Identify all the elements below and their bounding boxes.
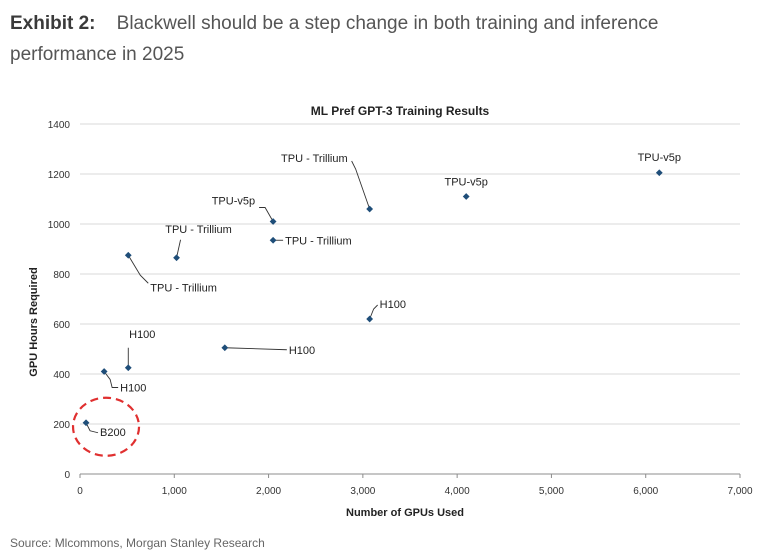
- data-point-label: TPU - Trillium: [165, 224, 232, 236]
- label-leader-line: [351, 160, 371, 210]
- data-point-label: B200: [100, 427, 126, 439]
- highlight-circle: [71, 396, 141, 457]
- y-tick-label: 1400: [48, 120, 71, 131]
- data-point: [124, 251, 132, 259]
- axis-layer: 0 200 400 600 800 1000 1200 1400 0 1,000 2,000 3,00…: [48, 120, 753, 497]
- data-point: [655, 169, 663, 177]
- label-leader-line: [369, 304, 378, 320]
- data-point: [124, 364, 132, 372]
- data-point-label: H100: [380, 299, 406, 311]
- x-axis-label: Number of GPUs Used: [346, 507, 464, 519]
- point-layer: [82, 169, 663, 427]
- data-point: [100, 368, 108, 375]
- label-leader-line: [127, 255, 149, 284]
- x-tick-label: 2,000: [256, 486, 281, 497]
- label-leader-line: [224, 347, 287, 351]
- data-point: [269, 236, 277, 244]
- y-tick-label: 800: [53, 270, 70, 281]
- data-point: [366, 205, 374, 213]
- label-layer: B200 H100 H100 TPU - Trillium TPU - Trillium…: [100, 152, 681, 439]
- y-tick-label: 1200: [48, 170, 71, 181]
- grid-layer: [80, 123, 740, 425]
- label-leader-line: [259, 207, 274, 222]
- x-tick-label: 7,000: [727, 486, 752, 497]
- data-point-label: TPU - Trillium: [285, 235, 352, 247]
- x-tick-label: 5,000: [539, 486, 564, 497]
- source-note: Source: Mlcommons, Morgan Stanley Resear…: [10, 536, 265, 550]
- y-tick-label: 600: [53, 320, 70, 331]
- data-point: [173, 254, 180, 262]
- data-point-label: TPU - Trillium: [150, 282, 217, 294]
- label-leader-line: [85, 422, 99, 434]
- x-tick-label: 4,000: [445, 486, 470, 497]
- x-tick-label: 3,000: [350, 486, 375, 497]
- data-point-label: H100: [289, 345, 315, 357]
- data-point: [221, 344, 229, 352]
- data-point: [269, 218, 277, 225]
- data-point-label: TPU-v5p: [444, 177, 487, 189]
- x-tick-label: 1,000: [162, 486, 187, 497]
- x-tick-label: 6,000: [633, 486, 658, 497]
- y-axis-label: GPU Hours Required: [28, 267, 40, 376]
- x-tick-label: 0: [77, 486, 83, 497]
- exhibit-label: Exhibit 2:: [10, 13, 96, 34]
- data-point-label: H100: [129, 329, 155, 341]
- data-point-label: TPU - Trillium: [281, 153, 348, 165]
- data-point: [366, 315, 374, 323]
- exhibit-title: Blackwell should be a step change in bot…: [10, 13, 659, 65]
- data-point: [82, 419, 90, 427]
- y-tick-label: 400: [53, 370, 70, 381]
- label-leader-line: [176, 239, 181, 258]
- chart-title: ML Pref GPT-3 Training Results: [311, 104, 490, 118]
- data-point-label: H100: [120, 383, 146, 395]
- data-point: [462, 193, 470, 200]
- y-tick-label: 1000: [48, 220, 71, 231]
- y-tick-label: 200: [53, 420, 70, 431]
- data-point-label: TPU-v5p: [638, 152, 681, 164]
- data-point-label: TPU-v5p: [212, 196, 255, 208]
- y-tick-label: 0: [64, 470, 70, 481]
- exhibit-header: Exhibit 2: Blackwell should be a step ch…: [10, 8, 760, 70]
- label-leader-line: [103, 371, 119, 388]
- highlight-layer: [71, 396, 141, 457]
